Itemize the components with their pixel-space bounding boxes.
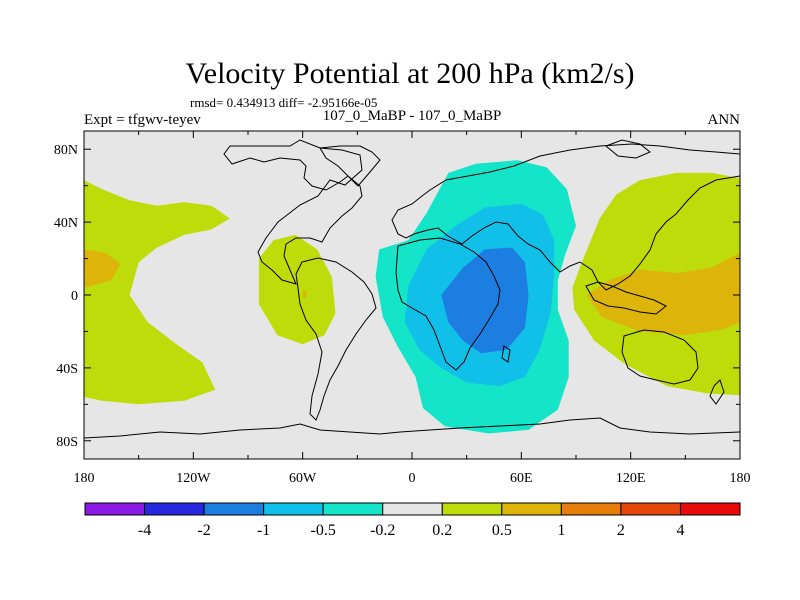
coastline-southeast-asia — [585, 281, 667, 315]
colorbar-label-4: -0.2 — [370, 522, 395, 539]
x-tick-label-1: 120W — [176, 471, 211, 486]
colorbar-swatch-6 — [441, 502, 503, 516]
y-tick-label-3: 40S — [56, 362, 78, 377]
y-tick-label-1: 40N — [54, 216, 78, 231]
colorbar-swatch-8 — [560, 502, 622, 516]
coastline-africa — [395, 237, 501, 371]
x-tick-label-0: 180 — [74, 471, 95, 486]
x-axis: 180 120W 60W 0 60E 120E 180 — [74, 131, 751, 486]
colorbar-label-6: 0.5 — [492, 522, 512, 539]
colorbar-swatch-4 — [322, 502, 384, 516]
coastline-layer — [84, 139, 740, 439]
season-label: ANN — [708, 112, 741, 128]
colorbar-swatch-3 — [263, 502, 324, 516]
coastline-south-america — [295, 257, 377, 421]
colorbar-swatch-2 — [203, 502, 265, 516]
contour-region-9 — [441, 247, 529, 354]
y-tick-label-0: 80N — [54, 143, 78, 158]
contour-region-6 — [302, 289, 307, 299]
colorbar-swatch-1 — [144, 502, 205, 516]
colorbar-label-2: -1 — [257, 522, 270, 539]
colorbar-swatch-10 — [679, 502, 741, 516]
coastline-eurasia — [391, 143, 740, 291]
x-tick-label-2: 60W — [289, 471, 317, 486]
contour-region-1 — [84, 180, 230, 405]
x-tick-label-3: 0 — [409, 471, 416, 486]
colorbar-label-1: -2 — [197, 522, 210, 539]
chart-subtitle: 107_0_MaBP - 107_0_MaBP — [323, 108, 502, 124]
coastline-australia — [621, 329, 699, 385]
colorbar-label-9: 4 — [676, 522, 684, 539]
colorbar-label-7: 1 — [557, 522, 565, 539]
contour-region-5 — [84, 249, 121, 288]
experiment-label: Expt = tfgwv-teyev — [84, 112, 201, 128]
contour-region-2 — [258, 234, 336, 345]
contour-fill-layer — [84, 160, 740, 434]
x-tick-label-6: 180 — [730, 471, 751, 486]
x-tick-label-5: 120E — [616, 471, 646, 486]
coastline-madagascar — [501, 345, 511, 363]
colorbar-label-3: -0.5 — [311, 522, 336, 539]
x-tick-label-4: 60E — [510, 471, 533, 486]
colorbar-swatch-0 — [84, 502, 146, 516]
coastline-arctic-islands — [605, 139, 651, 159]
coastline-antarctica — [84, 417, 740, 439]
contour-region-4 — [586, 253, 740, 336]
coastline-greenland — [319, 145, 381, 187]
colorbar-swatch-7 — [501, 502, 562, 516]
colorbar: -4 -2 -1 -0.5 -0.2 0.2 0.5 1 2 4 — [84, 502, 741, 539]
colorbar-label-0: -4 — [138, 522, 151, 539]
colorbar-label-8: 2 — [617, 522, 625, 539]
coastline-new-zealand — [709, 379, 725, 405]
y-tick-label-4: 80S — [56, 435, 78, 450]
y-tick-label-2: 0 — [71, 289, 78, 304]
colorbar-swatch-9 — [620, 502, 681, 516]
colorbar-label-5: 0.2 — [432, 522, 452, 539]
stats-line: rmsd= 0.434913 diff= -2.95166e-05 — [190, 95, 377, 110]
chart-title: Velocity Potential at 200 hPa (km2/s) — [185, 57, 634, 90]
y-axis: 80N 40N 0 40S 80S — [54, 143, 740, 450]
coastline-north-america — [223, 139, 363, 285]
colorbar-swatch-5 — [382, 502, 443, 516]
